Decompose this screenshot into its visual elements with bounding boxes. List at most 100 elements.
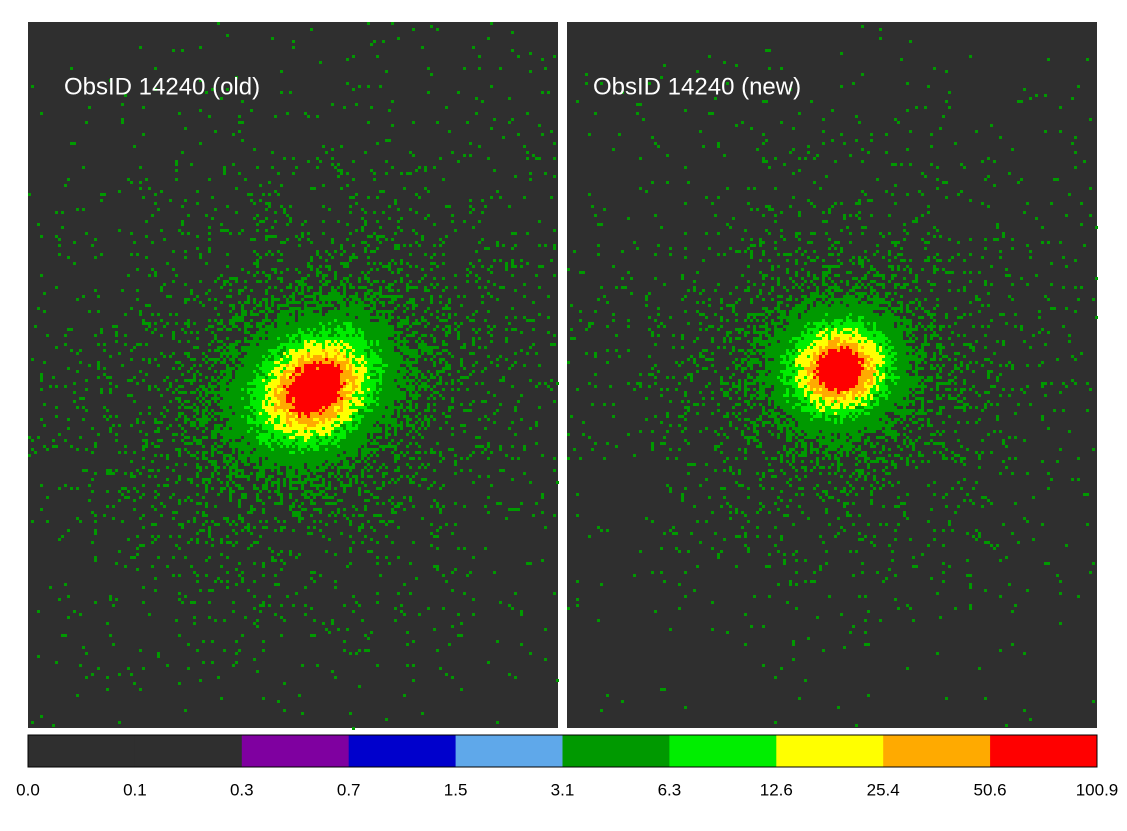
pixel	[349, 400, 352, 403]
pixel	[289, 478, 292, 481]
pixel	[178, 112, 181, 115]
pixel	[184, 301, 187, 304]
pixel	[412, 331, 415, 334]
pixel	[262, 349, 265, 352]
pixel	[307, 232, 310, 235]
pixel	[109, 472, 112, 475]
pixel	[166, 484, 169, 487]
pixel	[364, 310, 367, 313]
pixel	[274, 466, 277, 469]
pixel	[319, 304, 322, 307]
pixel	[361, 355, 364, 358]
pixel	[166, 478, 169, 481]
pixel	[406, 274, 409, 277]
pixel	[382, 370, 385, 373]
pixel	[346, 439, 349, 442]
pixel	[313, 394, 316, 397]
pixel	[391, 100, 394, 103]
pixel	[295, 280, 298, 283]
pixel	[97, 364, 100, 367]
pixel	[316, 409, 319, 412]
pixel	[511, 118, 514, 121]
pixel	[259, 379, 262, 382]
pixel	[283, 361, 286, 364]
pixel	[490, 127, 493, 130]
pixel	[319, 451, 322, 454]
pixel	[73, 400, 76, 403]
pixel	[262, 319, 265, 322]
pixel	[232, 385, 235, 388]
pixel	[385, 436, 388, 439]
pixel	[322, 460, 325, 463]
pixel	[412, 370, 415, 373]
pixel	[379, 325, 382, 328]
pixel	[130, 379, 133, 382]
pixel	[355, 418, 358, 421]
pixel	[250, 433, 253, 436]
pixel	[457, 325, 460, 328]
pixel	[361, 337, 364, 340]
pixel	[316, 337, 319, 340]
pixel	[322, 277, 325, 280]
pixel	[307, 349, 310, 352]
pixel	[322, 328, 325, 331]
pixel	[286, 391, 289, 394]
pixel	[268, 385, 271, 388]
pixel	[445, 235, 448, 238]
pixel	[289, 325, 292, 328]
pixel	[274, 460, 277, 463]
pixel	[322, 184, 325, 187]
pixel	[523, 295, 526, 298]
pixel	[274, 385, 277, 388]
pixel	[379, 226, 382, 229]
pixel	[313, 187, 316, 190]
pixel	[397, 457, 400, 460]
pixel	[196, 442, 199, 445]
pixel	[385, 325, 388, 328]
pixel	[355, 421, 358, 424]
pixel	[304, 301, 307, 304]
pixel	[334, 385, 337, 388]
pixel	[388, 328, 391, 331]
pixel	[304, 409, 307, 412]
pixel	[310, 364, 313, 367]
pixel	[262, 433, 265, 436]
pixel	[379, 310, 382, 313]
pixel	[526, 232, 529, 235]
pixel	[367, 490, 370, 493]
pixel	[319, 454, 322, 457]
pixel	[295, 358, 298, 361]
pixel	[196, 346, 199, 349]
pixel	[262, 400, 265, 403]
pixel	[367, 475, 370, 478]
pixel	[316, 346, 319, 349]
pixel	[340, 376, 343, 379]
pixel	[232, 391, 235, 394]
pixel	[319, 436, 322, 439]
pixel	[301, 232, 304, 235]
pixel	[319, 397, 322, 400]
pixel	[37, 307, 40, 310]
pixel	[262, 370, 265, 373]
pixel	[313, 466, 316, 469]
pixel	[214, 400, 217, 403]
pixel	[358, 433, 361, 436]
pixel	[265, 406, 268, 409]
pixel	[340, 244, 343, 247]
pixel	[487, 247, 490, 250]
pixel	[127, 178, 130, 181]
pixel	[229, 373, 232, 376]
pixel	[553, 175, 556, 178]
pixel	[322, 481, 325, 484]
pixel	[265, 367, 268, 370]
pixel	[223, 166, 226, 169]
pixel	[544, 67, 547, 70]
pixel	[352, 376, 355, 379]
pixel	[271, 379, 274, 382]
pixel	[328, 352, 331, 355]
pixel	[457, 337, 460, 340]
pixel	[355, 415, 358, 418]
pixel	[250, 397, 253, 400]
pixel	[376, 403, 379, 406]
pixel	[196, 463, 199, 466]
